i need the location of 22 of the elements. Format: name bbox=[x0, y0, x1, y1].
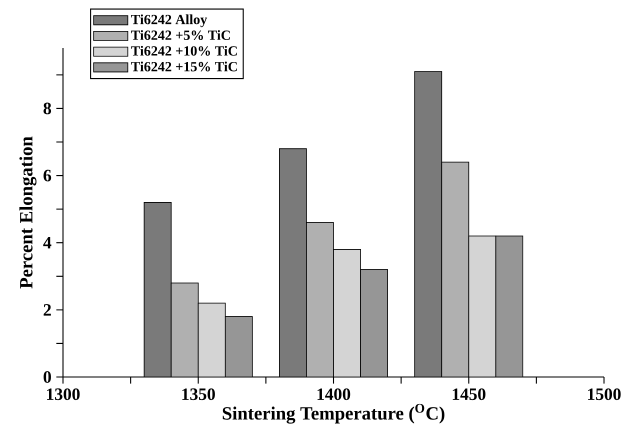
bar bbox=[198, 302, 226, 377]
bar bbox=[170, 282, 199, 377]
x-axis-title: Sintering Temperature ($^{O}$C) bbox=[222, 404, 444, 424]
bar bbox=[468, 236, 496, 377]
legend-label: Ti6242 Alloy bbox=[131, 14, 208, 28]
legend-label: Ti6242 +15% TiC bbox=[131, 62, 237, 72]
bar bbox=[333, 249, 361, 377]
y-tick-label: 0 bbox=[44, 371, 51, 383]
x-tick-label: 1400 bbox=[318, 388, 350, 400]
y-axis-title: Percent Elongation bbox=[19, 136, 36, 288]
x-tick-label: 1300 bbox=[47, 388, 80, 400]
bar bbox=[306, 222, 334, 377]
y-tick-label: 4 bbox=[43, 237, 52, 248]
y-tick-label: 2 bbox=[44, 304, 51, 316]
x-tick-label: 1350 bbox=[182, 388, 215, 400]
y-tick-label: 6 bbox=[44, 170, 52, 182]
x-tick-label: 1500 bbox=[588, 388, 621, 400]
legend-label: Ti6242 +5% TiC bbox=[131, 30, 230, 40]
legend-label: Ti6242 +10% TiC bbox=[131, 46, 237, 56]
x-tick-label: 1450 bbox=[452, 388, 486, 400]
bar bbox=[441, 162, 470, 377]
y-tick-label: 8 bbox=[44, 102, 52, 114]
